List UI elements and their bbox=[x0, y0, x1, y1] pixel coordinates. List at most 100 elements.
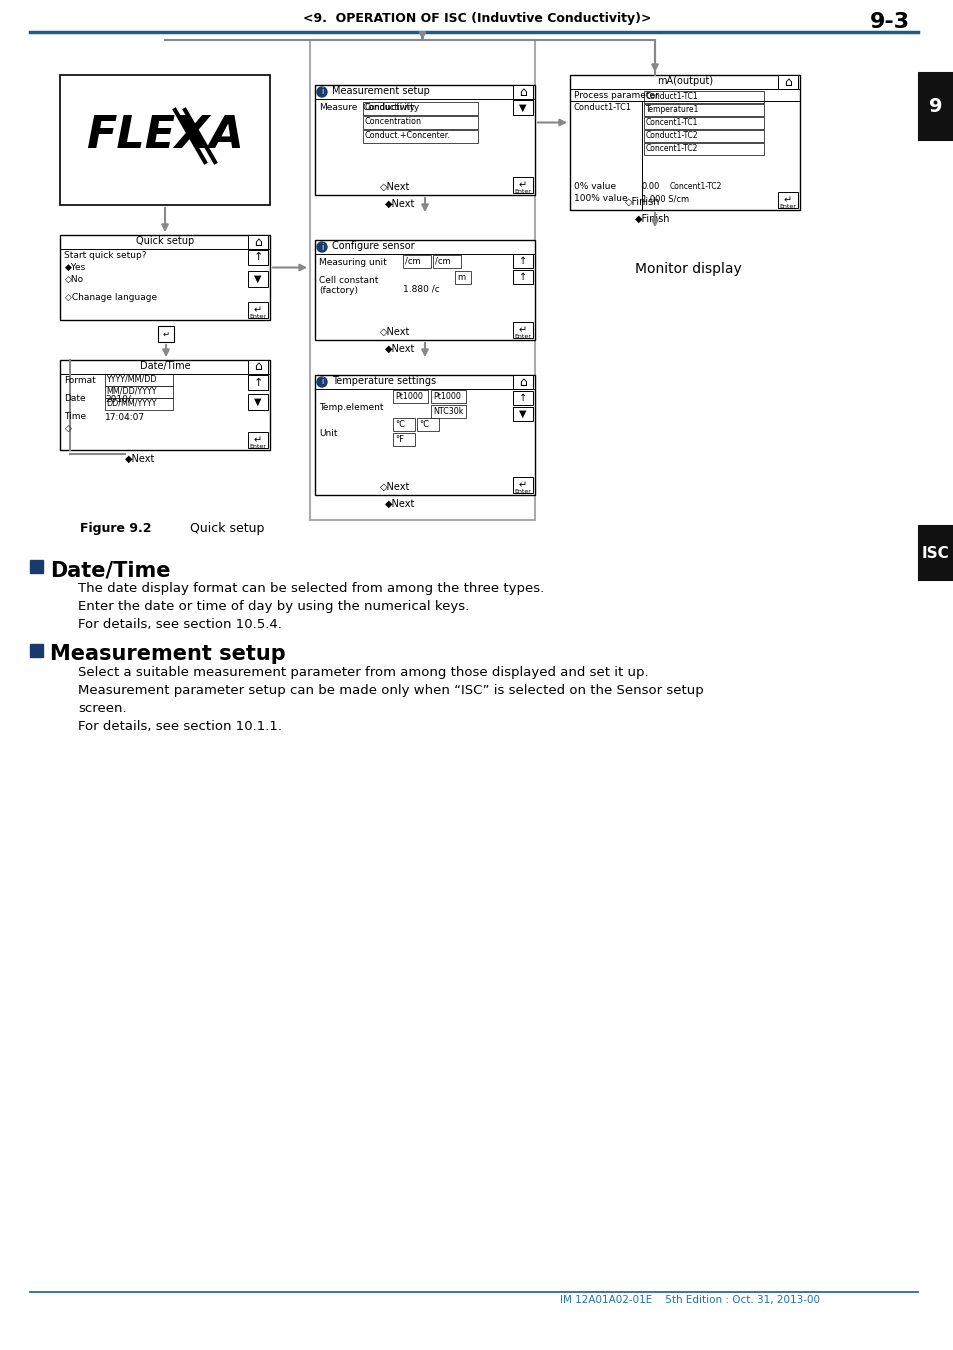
Bar bbox=[433, 255, 460, 269]
Text: i: i bbox=[320, 88, 323, 96]
Bar bbox=[643, 90, 763, 103]
Bar bbox=[248, 375, 268, 390]
Bar bbox=[363, 130, 477, 143]
Text: ◇Chanage language: ◇Chanage language bbox=[65, 293, 157, 302]
Text: Quick setup: Quick setup bbox=[135, 236, 193, 246]
Text: 0.00: 0.00 bbox=[641, 182, 659, 190]
Bar bbox=[363, 103, 477, 115]
Text: Date/Time: Date/Time bbox=[139, 360, 190, 371]
Text: Format: Format bbox=[64, 377, 95, 385]
Text: Concent1-TC2: Concent1-TC2 bbox=[669, 182, 721, 190]
Bar bbox=[393, 390, 428, 404]
Text: ↵: ↵ bbox=[253, 435, 262, 446]
Bar bbox=[60, 235, 270, 320]
Text: Temperature1: Temperature1 bbox=[645, 105, 699, 113]
Text: ↑: ↑ bbox=[518, 393, 526, 404]
Text: °F: °F bbox=[395, 435, 403, 444]
Text: (factory): (factory) bbox=[318, 286, 357, 296]
Text: Enter the date or time of day by using the numerical keys.: Enter the date or time of day by using t… bbox=[78, 599, 469, 613]
Bar bbox=[314, 85, 535, 194]
Text: /cm: /cm bbox=[435, 256, 450, 266]
Text: Monitor display: Monitor display bbox=[635, 262, 741, 275]
Text: ↵: ↵ bbox=[253, 305, 262, 315]
Bar bbox=[513, 85, 533, 99]
Text: 1.880 /c: 1.880 /c bbox=[402, 284, 439, 293]
Bar bbox=[643, 117, 763, 130]
Bar bbox=[455, 271, 471, 284]
Text: NTC30k: NTC30k bbox=[433, 406, 463, 416]
Text: Process parameter: Process parameter bbox=[574, 90, 659, 100]
Text: ↑: ↑ bbox=[518, 256, 526, 266]
Text: ↵: ↵ bbox=[162, 329, 170, 339]
Bar bbox=[513, 375, 533, 389]
Text: Figure 9.2: Figure 9.2 bbox=[80, 522, 152, 535]
Text: 17:04:07: 17:04:07 bbox=[105, 413, 145, 423]
Text: 100% value: 100% value bbox=[574, 194, 627, 202]
Text: mA(output): mA(output) bbox=[657, 76, 712, 86]
Text: °C: °C bbox=[395, 420, 405, 429]
Text: °C: °C bbox=[418, 420, 429, 429]
Text: /cm: /cm bbox=[405, 256, 420, 266]
Bar bbox=[643, 143, 763, 155]
Text: ◆Next: ◆Next bbox=[385, 344, 415, 354]
Bar bbox=[393, 418, 415, 431]
Text: Measurement setup: Measurement setup bbox=[332, 86, 430, 96]
Bar bbox=[402, 255, 431, 269]
Bar bbox=[513, 477, 533, 493]
Text: 9-3: 9-3 bbox=[869, 12, 909, 32]
Bar bbox=[105, 374, 172, 386]
Text: screen.: screen. bbox=[78, 702, 127, 716]
Text: YYYY/MM/DD: YYYY/MM/DD bbox=[106, 375, 156, 383]
Bar bbox=[643, 104, 763, 116]
Bar bbox=[513, 406, 533, 421]
Bar bbox=[513, 177, 533, 193]
Text: Date: Date bbox=[64, 394, 86, 404]
Text: ⌂: ⌂ bbox=[518, 85, 526, 99]
Circle shape bbox=[316, 86, 327, 97]
Text: Pt1000: Pt1000 bbox=[433, 392, 460, 401]
Text: Pt1000: Pt1000 bbox=[395, 392, 422, 401]
Bar bbox=[60, 360, 270, 450]
Text: Measuring unit: Measuring unit bbox=[318, 258, 386, 267]
Text: 0% value: 0% value bbox=[574, 182, 616, 190]
Text: Concentration: Concentration bbox=[365, 117, 421, 126]
Bar bbox=[158, 325, 173, 342]
Text: i: i bbox=[320, 378, 323, 386]
Text: ⌂: ⌂ bbox=[253, 235, 262, 248]
Text: Temperature settings: Temperature settings bbox=[332, 377, 436, 386]
Text: Concent1-TC1: Concent1-TC1 bbox=[645, 117, 698, 127]
Text: Conduct1-TC1: Conduct1-TC1 bbox=[645, 92, 698, 101]
Text: Time: Time bbox=[64, 412, 86, 421]
Bar bbox=[431, 405, 465, 418]
Text: Conduct1-TC2: Conduct1-TC2 bbox=[645, 131, 698, 140]
Text: Enter: Enter bbox=[514, 189, 531, 194]
Text: Enter: Enter bbox=[514, 333, 531, 339]
Text: Conduct1-TC1: Conduct1-TC1 bbox=[574, 103, 632, 112]
Text: Enter: Enter bbox=[514, 489, 531, 494]
Text: <9.  OPERATION OF ISC (Induvtive Conductivity)>: <9. OPERATION OF ISC (Induvtive Conducti… bbox=[302, 12, 651, 26]
Text: ◇Next: ◇Next bbox=[379, 327, 410, 338]
Text: Enter: Enter bbox=[250, 444, 266, 450]
Bar bbox=[513, 100, 533, 115]
Text: i: i bbox=[320, 243, 323, 251]
Text: ◆Next: ◆Next bbox=[125, 454, 155, 464]
Text: Enter: Enter bbox=[250, 315, 266, 319]
Bar bbox=[393, 433, 415, 446]
Bar bbox=[917, 72, 953, 140]
Bar bbox=[105, 398, 172, 410]
Text: ◆Finish: ◆Finish bbox=[635, 215, 670, 224]
Text: ◇Finish: ◇Finish bbox=[624, 197, 659, 207]
Text: ⌂: ⌂ bbox=[518, 375, 526, 389]
Text: ◇No: ◇No bbox=[65, 275, 84, 284]
Text: Start quick setup?: Start quick setup? bbox=[64, 251, 147, 261]
Text: Concent1-TC2: Concent1-TC2 bbox=[645, 144, 698, 153]
Text: Enter: Enter bbox=[779, 204, 796, 209]
Text: ▼: ▼ bbox=[254, 397, 261, 406]
Text: 1.000 S/cm: 1.000 S/cm bbox=[641, 194, 688, 202]
Bar bbox=[248, 360, 268, 374]
Text: Temp.element: Temp.element bbox=[318, 404, 383, 412]
Bar bbox=[248, 271, 268, 288]
Bar bbox=[248, 394, 268, 410]
Text: Quick setup: Quick setup bbox=[190, 522, 264, 535]
Text: ↵: ↵ bbox=[518, 180, 526, 190]
